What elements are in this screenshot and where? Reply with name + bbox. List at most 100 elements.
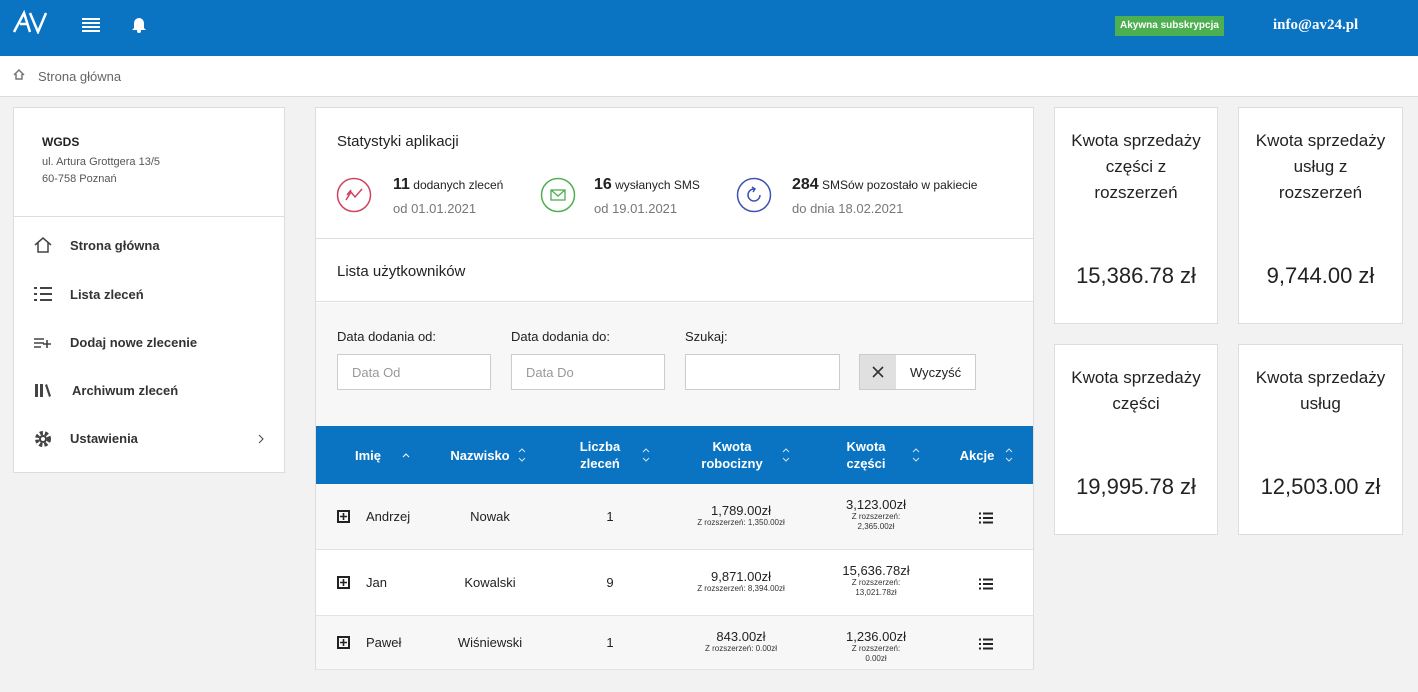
first-name: Jan [366,575,387,590]
stat-value: 16 [594,176,612,193]
stat-label: SMSów pozostało w pakiecie [822,178,978,192]
amount: 1,789.00zł [711,503,771,518]
notification-bell[interactable] [131,16,147,33]
hamburger-button[interactable] [82,17,100,33]
filters: Data dodania od: Data Od Data dodania do… [316,303,1033,426]
extension-amount: Z rozszerzeń: 0.00zł [704,644,778,653]
company-city: 60-758 Poznań [42,173,117,185]
column-header[interactable]: Imię [354,447,381,463]
subscription-badge: Akywna subskrypcja [1115,16,1224,36]
stat: 11 dodanych zleceń [393,176,503,194]
first-name: Paweł [366,635,402,650]
order-count: 9 [606,575,614,590]
order-count: 1 [606,635,614,650]
menu-label[interactable]: Ustawienia [70,431,138,446]
amount: 843.00zł [716,629,766,644]
column-header[interactable]: Akcje [959,447,995,463]
extension-amount: Z rozszerzeń: 0.00zł [851,644,901,663]
clear-button[interactable]: Wyczyść [859,354,976,390]
table-row: Paweł Wiśniewski 1 843.00zł Z rozszerzeń: 0.… [316,616,1033,670]
card-amount: 19,995.78 zł [1076,474,1196,499]
logo[interactable] [12,10,48,34]
actions-button[interactable] [979,577,993,590]
stat-label: wysłanych SMS [615,178,700,192]
column-header[interactable]: Nazwisko [450,447,510,463]
summary-card: Kwota sprzedaży usług 12,503.00 zł [1238,344,1403,535]
last-name: Kowalski [464,575,516,590]
breadcrumb-bar: Strona główna [0,56,1418,97]
clear-icon [860,355,896,389]
clear-label[interactable]: Wyczyść [910,365,962,380]
column-header[interactable]: Kwota robocizny [701,439,763,471]
breadcrumb[interactable]: Strona główna [38,69,122,84]
stat-value: 11 [393,176,410,193]
last-name: Wiśniewski [457,635,523,650]
placeholder: Data Do [526,365,574,380]
filter-label: Data dodania do: [511,329,611,344]
sidebar: WGDS ul. Artura Grottgera 13/5 60-758 Po… [13,107,285,473]
menu-item[interactable]: Dodaj nowe zlecenie [14,323,284,363]
users-header: Lista użytkowników [316,238,1033,302]
company-name: WGDS [42,135,80,149]
date-to-input[interactable]: Data Do [511,354,665,390]
user-email[interactable]: info@av24.pl [1273,17,1359,33]
table-row: Jan Kowalski 9 9,871.00zł Z rozszerzeń: 8,39… [316,550,1033,616]
expand-button[interactable] [337,576,350,589]
stats-title: Statystyki aplikacji [337,133,459,150]
actions-button[interactable] [979,637,993,650]
menu-label[interactable]: Lista zleceń [70,287,144,302]
date-from-input[interactable]: Data Od [337,354,491,390]
parts-amount: 3,123.00zł Z rozszerzeń: 2,365.00zł [826,497,926,532]
stat-icon [540,177,576,213]
column-header[interactable]: Liczba zleceń [579,439,621,471]
parts-amount: 1,236.00zł Z rozszerzeń: 0.00zł [826,629,926,664]
users-title: Lista użytkowników [337,263,466,280]
labor-amount: 843.00zł Z rozszerzeń: 0.00zł [671,629,811,654]
labor-amount: 1,789.00zł Z rozszerzeń: 1,350.00zł [671,503,811,528]
stat-value: 284 [792,176,819,193]
search-input[interactable] [685,354,840,390]
menu-label[interactable]: Strona główna [70,238,160,253]
menu-label[interactable]: Dodaj nowe zlecenie [70,335,198,350]
order-count: 1 [606,509,614,524]
amount: 15,636.78zł [842,563,910,578]
stat-icon [736,177,772,213]
menu-item[interactable]: Strona główna [14,226,284,266]
stat-icon [336,177,372,213]
amount: 9,871.00zł [711,569,771,584]
menu-item[interactable]: Ustawienia [14,419,284,459]
stat-sub: do dnia 18.02.2021 [792,201,904,216]
menu-item[interactable]: Archiwum zleceń [14,371,284,411]
placeholder: Data Od [352,365,401,380]
parts-amount: 15,636.78zł Z rozszerzeń: 13,021.78zł [826,563,926,598]
extension-amount: Z rozszerzeń: 13,021.78zł [851,578,901,597]
card-title: Kwota sprzedaży części [1071,368,1201,413]
home-icon [13,69,25,80]
top-bar: Akywna subskrypcja info@av24.pl [0,0,1418,56]
extension-amount: Z rozszerzeń: 1,350.00zł [697,518,785,527]
summary-card: Kwota sprzedaży części z rozszerzeń 15,38… [1054,107,1218,324]
column-header[interactable]: Kwota części [846,439,886,471]
expand-button[interactable] [337,636,350,649]
stat-sub: od 19.01.2021 [594,201,678,216]
amount: 3,123.00zł [846,497,906,512]
expand-button[interactable] [337,510,350,523]
divider [14,216,284,217]
actions-button[interactable] [979,511,993,524]
card-title: Kwota sprzedaży usług [1255,368,1386,413]
main-panel: Statystyki aplikacji 11 dodanych zleceń … [315,107,1034,670]
menu-label[interactable]: Archiwum zleceń [72,383,179,398]
table-header[interactable]: Imię Nazwisko Liczba zleceń Kwota roboci… [316,426,1033,484]
card-title: Kwota sprzedaży części z rozszerzeń [1071,131,1201,202]
company-address: ul. Artura Grottgera 13/5 [42,156,161,168]
stat: 16 wysłanych SMS [594,176,700,194]
filter-label: Data dodania od: [337,329,437,344]
table-row: Andrzej Nowak 1 1,789.00zł Z rozszerzeń: 1,3… [316,484,1033,550]
stat-sub: od 01.01.2021 [393,201,477,216]
labor-amount: 9,871.00zł Z rozszerzeń: 8,394.00zł [671,569,811,594]
last-name: Nowak [470,509,510,524]
filter-label: Szukaj: [685,329,728,344]
menu-item[interactable]: Lista zleceń [14,275,284,315]
